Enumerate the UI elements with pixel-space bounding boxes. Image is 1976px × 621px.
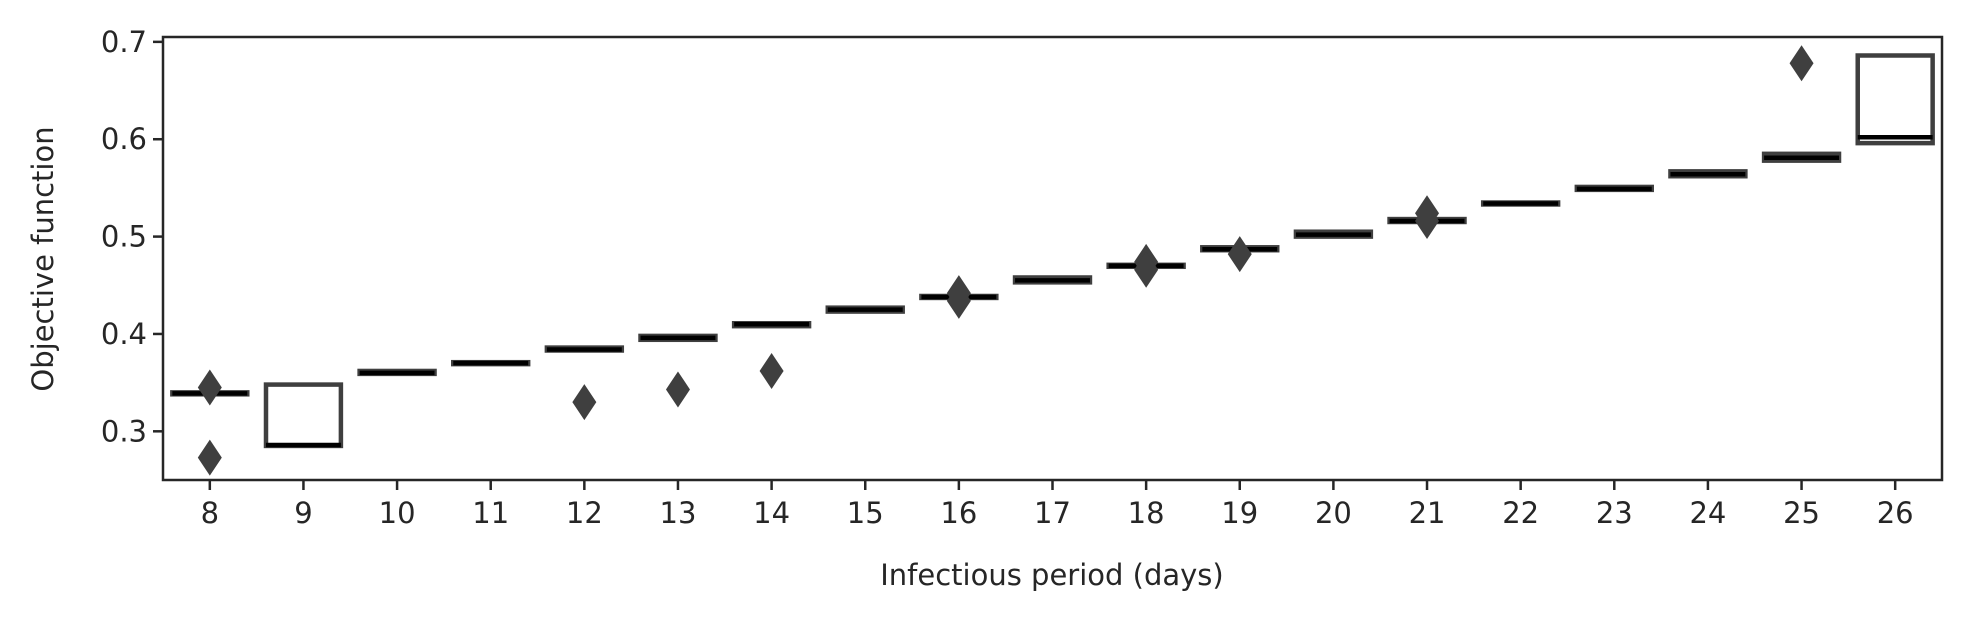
x-tick-label: 14 — [753, 496, 790, 530]
plot-area — [163, 37, 1942, 480]
y-tick-label: 0.6 — [101, 122, 147, 156]
box-12 — [544, 345, 625, 353]
x-axis-ticks: 8 9 10 11 12 13 14 15 16 17 18 19 20 21 22 23 24 25 26 — [201, 480, 1914, 530]
x-tick-label: 8 — [201, 496, 219, 530]
outlier-point — [665, 371, 690, 408]
plot-frame — [161, 35, 1944, 482]
box-22 — [1480, 200, 1561, 207]
x-tick-label: 25 — [1783, 496, 1820, 530]
box-17 — [1012, 275, 1093, 285]
x-tick-label: 22 — [1502, 496, 1539, 530]
y-axis-ticks: 0.3 0.4 0.5 0.6 0.7 — [101, 25, 163, 448]
x-tick-label: 24 — [1689, 496, 1726, 530]
y-tick-label: 0.3 — [101, 414, 147, 448]
x-tick-label: 11 — [472, 496, 509, 530]
box-25 — [1761, 151, 1842, 163]
box-series — [170, 53, 1935, 449]
x-tick-label: 16 — [940, 496, 977, 530]
y-axis-title: Objective function — [26, 126, 60, 391]
outlier-point — [197, 439, 222, 476]
x-tick-label: 9 — [294, 496, 312, 530]
outlier-point — [759, 352, 784, 389]
outlier-markers — [197, 45, 1814, 476]
y-tick-label: 0.5 — [101, 220, 147, 254]
box-24 — [1668, 169, 1748, 179]
x-tick-label: 20 — [1315, 496, 1352, 530]
x-tick-label: 17 — [1034, 496, 1071, 530]
y-tick-label: 0.7 — [101, 25, 147, 59]
box-9 — [263, 382, 344, 449]
x-tick-label: 21 — [1409, 496, 1446, 530]
box-26 — [1855, 53, 1935, 146]
x-tick-label: 10 — [379, 496, 416, 530]
x-tick-label: 18 — [1128, 496, 1165, 530]
outlier-point — [572, 384, 597, 421]
box-13 — [638, 333, 718, 343]
y-tick-label: 0.4 — [101, 317, 147, 351]
outlier-point — [1415, 203, 1440, 240]
x-tick-label: 12 — [566, 496, 603, 530]
box-body — [263, 382, 344, 449]
outlier-point — [197, 369, 222, 406]
outlier-point — [1227, 236, 1252, 273]
x-axis-title: Infectious period (days) — [880, 558, 1223, 592]
box-11 — [451, 359, 531, 367]
x-tick-label: 15 — [847, 496, 884, 530]
x-tick-label: 23 — [1596, 496, 1633, 530]
x-tick-label: 13 — [660, 496, 697, 530]
box-20 — [1293, 229, 1374, 239]
box-23 — [1574, 184, 1654, 193]
outlier-point — [946, 282, 971, 319]
box-15 — [825, 305, 905, 314]
outlier-point — [1134, 251, 1159, 288]
box-14 — [731, 320, 812, 329]
outlier-point — [1789, 45, 1814, 82]
x-tick-label: 26 — [1877, 496, 1914, 530]
box-10 — [357, 368, 437, 377]
box-body — [1855, 53, 1935, 146]
x-tick-label: 19 — [1221, 496, 1258, 530]
